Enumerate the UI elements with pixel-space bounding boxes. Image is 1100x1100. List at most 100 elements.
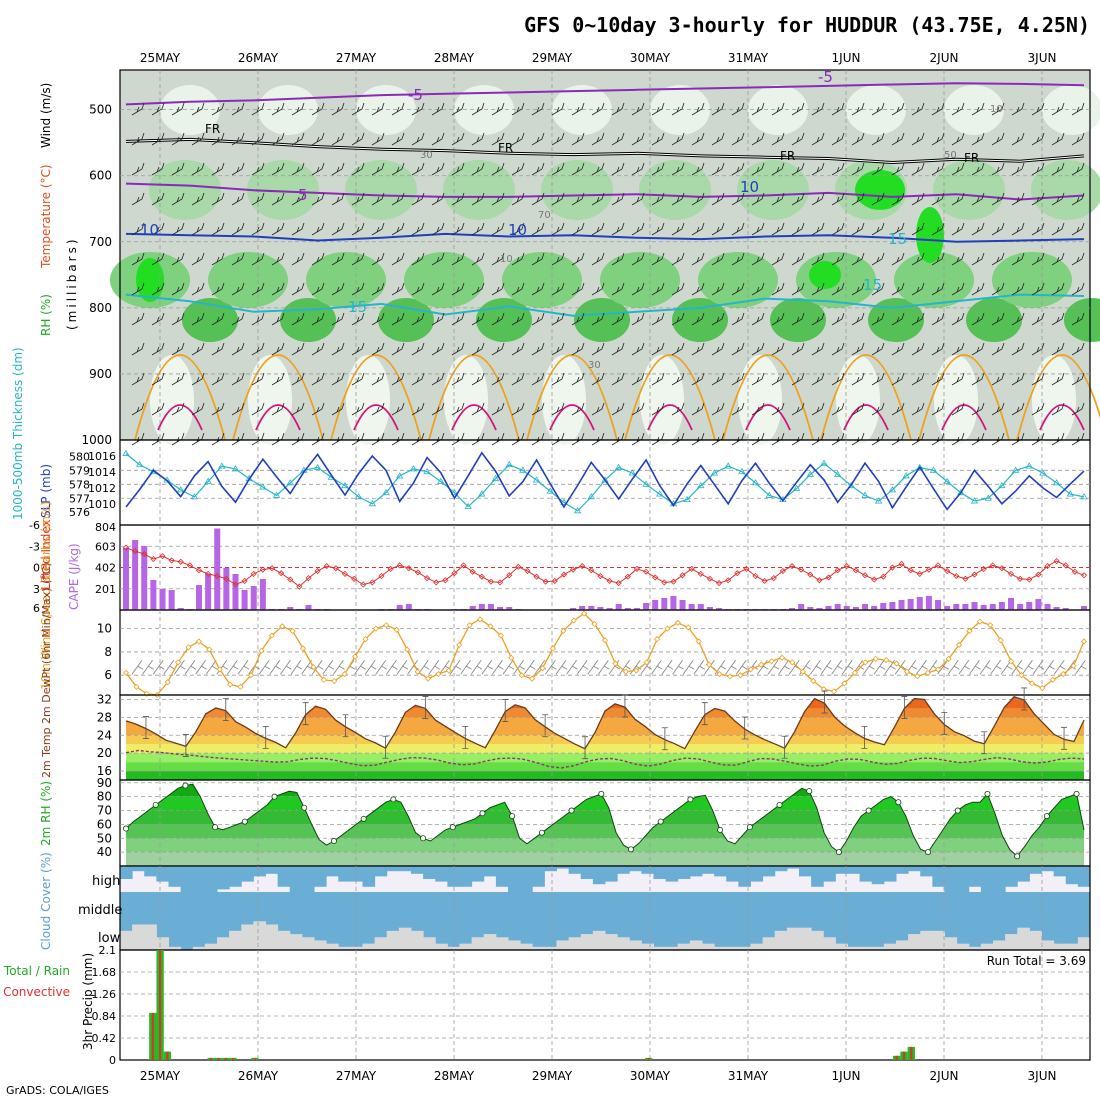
isotherm-25	[255, 404, 301, 431]
wind-barb	[211, 402, 225, 416]
date-bottom-28MAY: 28MAY	[434, 1069, 475, 1083]
high-cloud-bar	[144, 866, 157, 877]
wind-barb	[911, 222, 925, 236]
wind-barb	[631, 222, 645, 236]
wind-barb	[731, 372, 745, 386]
thickness-marker	[409, 465, 418, 472]
wind-barb	[891, 192, 905, 206]
wind-barb	[1071, 162, 1085, 176]
wind-barb	[971, 132, 985, 146]
li-marker	[332, 565, 339, 572]
cape-bar	[159, 589, 166, 610]
wind-barb-10m	[470, 659, 483, 675]
isotherm-label: -5	[818, 68, 833, 86]
rh-tick: 90	[97, 776, 112, 790]
thickness-marker	[204, 477, 212, 484]
wind-barb	[291, 102, 305, 116]
cape-bar	[615, 604, 622, 610]
rh-marker	[479, 810, 486, 817]
low-cloud-bar	[495, 937, 509, 950]
wind-barb	[931, 222, 945, 236]
rh-dry-column	[934, 355, 978, 445]
wind-barb-10m	[990, 659, 1002, 675]
high-cloud-bar	[653, 866, 667, 879]
high-cloud-bar	[1029, 866, 1042, 874]
cape-bar	[880, 603, 887, 610]
wind-speed-marker	[310, 663, 317, 671]
wind-barb	[1051, 162, 1065, 176]
wind-barb-10m	[629, 659, 642, 675]
wind-barb	[471, 102, 485, 116]
wind-barb	[191, 372, 205, 386]
wind-barb	[311, 162, 325, 176]
precip-conv-bar	[910, 1046, 913, 1060]
wind-barb	[1071, 342, 1085, 356]
wind-speed-marker	[591, 620, 598, 628]
rh-moist-patch	[502, 252, 582, 308]
wind-barb	[551, 342, 565, 356]
precip-conv-bar	[902, 1051, 906, 1060]
high-cloud-bar	[956, 866, 970, 892]
minmax-bar	[222, 698, 229, 722]
isotherm-25	[353, 404, 399, 431]
wind-speed-marker	[1028, 680, 1035, 687]
cape-bar	[1035, 599, 1042, 610]
wind-barb	[531, 402, 545, 416]
wind-barb	[871, 252, 885, 266]
cape-bar	[843, 606, 850, 610]
wind-barb	[411, 372, 425, 386]
li-marker	[615, 580, 622, 587]
wind-barb	[151, 102, 165, 116]
wind-speed-marker	[299, 645, 307, 652]
wind-barb-10m	[311, 659, 324, 675]
wind-barb-10m	[258, 659, 271, 675]
wind-barb	[971, 222, 985, 236]
wind-barb	[771, 162, 785, 176]
wind-barb	[331, 312, 345, 326]
wind-barb	[311, 342, 325, 356]
wind-barb	[711, 342, 725, 356]
li-marker	[469, 568, 476, 575]
wind-speed-marker	[851, 669, 858, 676]
isotherm-25	[451, 404, 497, 431]
thickness-marker	[916, 463, 924, 470]
wind-speed-marker	[674, 619, 681, 626]
wind-barb	[511, 312, 525, 326]
li-marker	[487, 578, 495, 585]
wind-barb-10m	[916, 659, 928, 675]
wind-barb	[1011, 132, 1025, 146]
wind-barb	[771, 372, 785, 386]
slp-tick: 1010	[88, 498, 116, 511]
li-marker	[524, 567, 531, 575]
cape-bar	[487, 604, 494, 610]
wind-barb	[191, 192, 205, 206]
high-cloud-bar	[180, 866, 194, 892]
li-marker	[1035, 571, 1042, 578]
wind-barb	[851, 192, 865, 206]
wind-barb	[931, 192, 945, 206]
wind-barb	[391, 102, 405, 116]
cape-bar	[588, 606, 595, 610]
temp-band	[126, 753, 1084, 763]
li-marker	[980, 565, 987, 572]
minmax-bar	[262, 725, 269, 749]
wind-barb-10m	[280, 659, 292, 675]
li-marker	[268, 565, 276, 572]
wind-speed-marker	[924, 669, 931, 676]
slp-tick: 1014	[88, 466, 116, 479]
wind-barb	[491, 192, 505, 206]
li-marker	[871, 576, 878, 583]
rh-marker	[420, 835, 427, 842]
wind-barb	[251, 372, 265, 386]
high-cloud-bar	[859, 866, 873, 882]
low-cloud-bar	[956, 943, 970, 950]
wind-barb	[971, 282, 985, 296]
wind-barb-10m	[778, 659, 790, 675]
temp-tick: 20	[97, 746, 112, 760]
wind-speed-marker	[820, 686, 827, 693]
wind-barb	[751, 402, 765, 416]
rh-moist-patch	[1031, 160, 1100, 220]
li-marker	[1007, 570, 1015, 577]
low-cloud-bar	[1077, 937, 1091, 950]
wind-barb	[291, 132, 305, 146]
